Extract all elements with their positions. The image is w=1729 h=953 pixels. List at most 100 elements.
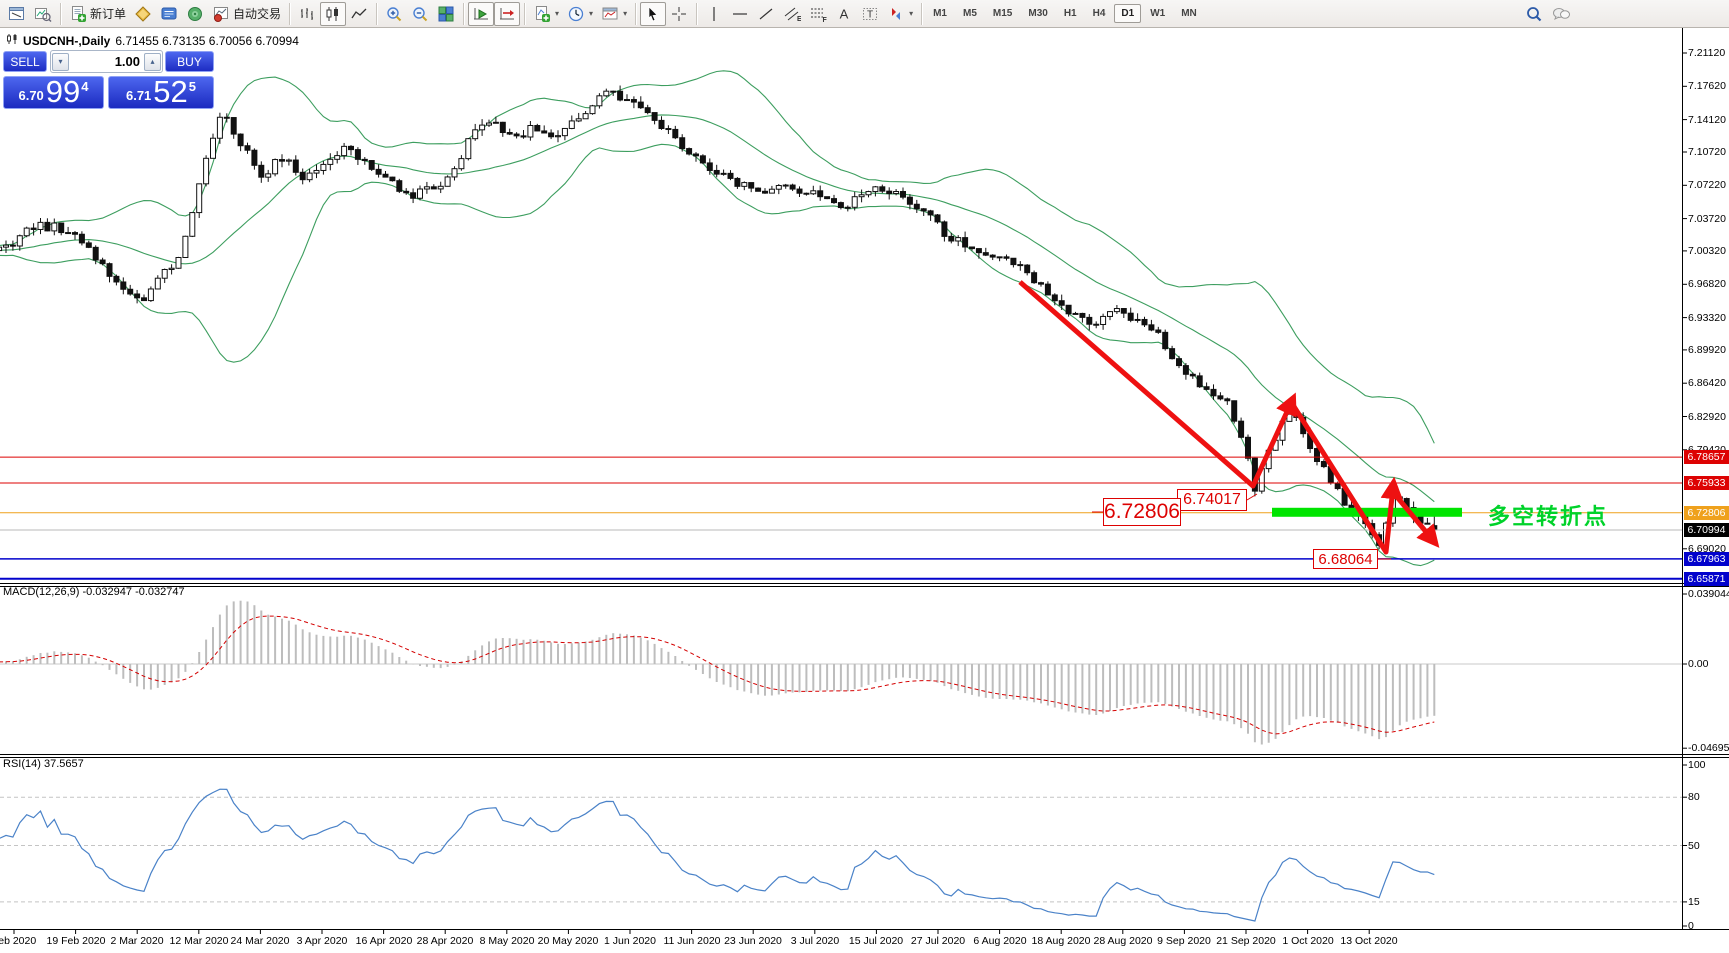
templates-button[interactable]: ▾ (597, 2, 631, 26)
buy-price-button[interactable]: 6.71 52 5 (108, 76, 214, 109)
timeframe-w1[interactable]: W1 (1150, 8, 1166, 19)
timeframe-m1[interactable]: M1 (933, 8, 947, 19)
toolbar-separator (60, 2, 61, 25)
rsi-line (0, 788, 1435, 922)
new-order-icon (69, 5, 87, 23)
rsi-axis-label: 80 (1688, 791, 1700, 803)
price-axis-label: 7.14120 (1688, 114, 1726, 126)
chart-list-button[interactable] (4, 2, 30, 26)
fibonacci-button[interactable]: F (805, 2, 831, 26)
date-axis-label: 28 Apr 2020 (416, 935, 474, 947)
auto-scroll-icon (472, 5, 490, 23)
pane-borders (0, 28, 1729, 930)
date-axis-label: 24 Mar 2020 (230, 935, 290, 947)
tile-windows-button[interactable] (433, 2, 459, 26)
zoom-out-button[interactable] (407, 2, 433, 26)
price-annotation-674017[interactable]: 6.74017 (1177, 489, 1247, 511)
new-order-button[interactable]: 新订单 (65, 2, 130, 26)
autotrading-icon (212, 5, 230, 23)
turning-point-text[interactable]: 多空转折点 (1488, 504, 1609, 529)
toolbar-right-tools (1521, 2, 1575, 26)
chart-symbol-period: USDCNH-,Daily (23, 33, 111, 48)
fibonacci-icon: F (809, 5, 827, 23)
price-axis-label: 6.96820 (1688, 278, 1726, 290)
zoom-out-icon (411, 5, 429, 23)
price-axis-label: 7.21120 (1688, 47, 1726, 59)
terminal-icon (160, 5, 178, 23)
shapes-icon (887, 5, 905, 23)
toolbar-separator (635, 2, 637, 25)
buy-button[interactable]: BUY (165, 51, 214, 72)
trend-arrows[interactable] (1018, 280, 1440, 555)
sounds-button[interactable] (182, 2, 208, 26)
sell-price-big: 99 (45, 74, 81, 109)
macd-axis-label: -0.046959 (1688, 742, 1729, 754)
equidistant-channel-button[interactable]: E (779, 2, 805, 26)
tick-chart-button[interactable] (30, 2, 56, 26)
timeframe-h4[interactable]: H4 (1092, 8, 1106, 19)
vertical-line-button[interactable] (701, 2, 727, 26)
crosshair-icon (670, 5, 688, 23)
timeframe-m30[interactable]: M30 (1028, 8, 1048, 19)
chat-icon (1551, 5, 1571, 23)
timeframe-h1[interactable]: H1 (1063, 8, 1077, 19)
date-axis-label: 20 May 2020 (537, 935, 599, 947)
sell-price-prefix: 6.70 (18, 88, 44, 103)
toolbar-separator (463, 2, 465, 25)
rsi-axis-label: 15 (1688, 896, 1700, 908)
text-icon: A (835, 5, 853, 23)
chart-shift-button[interactable] (494, 1, 521, 26)
chart-title: USDCNH-,Daily 6.71455 6.73135 6.70056 6.… (6, 33, 299, 48)
volume-increase-button[interactable]: ▴ (144, 52, 161, 71)
volume-decrease-button[interactable]: ▾ (52, 52, 69, 71)
chat-button[interactable] (1547, 2, 1575, 26)
rsi-axis-label: 100 (1688, 759, 1706, 771)
periods-button[interactable]: ▾ (563, 2, 597, 26)
line-chart-icon (350, 5, 368, 23)
text-label-button[interactable]: T (857, 2, 883, 26)
price-annotation-672806[interactable]: 6.72806 (1103, 498, 1181, 526)
line-chart-button[interactable] (346, 2, 372, 26)
arrows-button[interactable]: ▾ (883, 2, 917, 26)
price-badge: 6.65871 (1684, 572, 1729, 586)
date-axis-label: 12 Mar 2020 (169, 935, 229, 947)
terminal-button[interactable] (156, 2, 182, 26)
date-axis-label: 28 Aug 2020 (1093, 935, 1153, 947)
price-badge: 6.78657 (1684, 450, 1729, 464)
sell-price-button[interactable]: 6.70 99 4 (3, 76, 104, 109)
trendline-button[interactable] (753, 2, 779, 26)
metaeditor-button[interactable] (130, 2, 156, 26)
price-axis-label: 7.07220 (1688, 179, 1726, 191)
horizontal-line-button[interactable] (727, 2, 753, 26)
auto-scroll-button[interactable] (468, 1, 495, 26)
timeframe-m15[interactable]: M15 (992, 8, 1013, 19)
candlestick-chart-button[interactable] (320, 1, 347, 26)
date-axis-label: 27 Jul 2020 (910, 935, 966, 947)
chart-title-icon (6, 33, 18, 48)
macd-axis-label: 0.00 (1688, 658, 1709, 670)
timeframe-d1[interactable]: D1 (1114, 4, 1142, 23)
bar-chart-button[interactable] (294, 2, 320, 26)
new-order-label: 新订单 (90, 7, 127, 21)
indicators-button[interactable]: ▾ (529, 2, 563, 26)
rsi-axis-label: 50 (1688, 840, 1700, 852)
cursor-button[interactable] (640, 1, 667, 26)
cursor-icon (644, 5, 662, 23)
turning-point-zone-bar[interactable] (1272, 507, 1462, 517)
zoom-in-button[interactable] (381, 2, 407, 26)
text-button[interactable]: A (831, 2, 857, 26)
price-annotation-668064[interactable]: 6.68064 (1313, 549, 1378, 569)
channel-icon: E (783, 5, 801, 23)
crosshair-button[interactable] (666, 2, 692, 26)
autotrading-button[interactable]: 自动交易 (208, 2, 285, 26)
sell-button[interactable]: SELL (3, 51, 47, 72)
date-axis-label: 2 Mar 2020 (110, 935, 164, 947)
rsi-axis-label: 0 (1688, 920, 1694, 932)
timeframe-m5[interactable]: M5 (963, 8, 977, 19)
timeframe-mn[interactable]: MN (1181, 8, 1197, 19)
toolbar-separator (376, 2, 378, 25)
date-axis-label: 21 Sep 2020 (1216, 935, 1276, 947)
volume-input[interactable] (69, 53, 144, 70)
search-button[interactable] (1521, 2, 1547, 26)
